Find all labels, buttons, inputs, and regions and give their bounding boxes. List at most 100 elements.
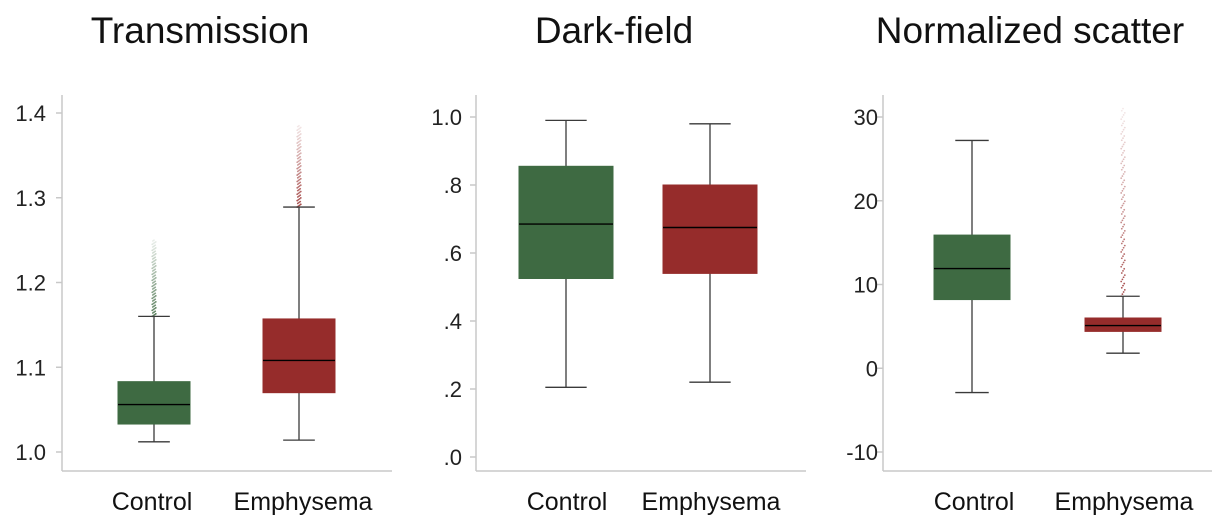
outlier-point xyxy=(153,269,155,272)
outlier-point xyxy=(1122,143,1125,146)
y-tick-label: .2 xyxy=(444,377,462,402)
outlier-point xyxy=(1121,248,1124,251)
outlier-point xyxy=(1122,276,1125,279)
outlier-point xyxy=(299,158,302,161)
outlier-point xyxy=(153,239,155,242)
outlier-point xyxy=(153,277,156,280)
outlier-point xyxy=(299,162,302,165)
y-tick-label: .6 xyxy=(444,241,462,266)
box-control xyxy=(117,239,191,443)
y-ticks: -10 0 10 20 30 xyxy=(846,105,883,465)
outlier-point xyxy=(296,138,299,141)
outlier-point xyxy=(152,248,155,251)
outlier-point xyxy=(296,135,299,138)
outlier-point xyxy=(154,280,157,283)
outlier-point xyxy=(297,147,300,150)
outlier-point xyxy=(1122,114,1125,116)
outlier-point xyxy=(151,246,154,248)
outlier-point xyxy=(296,157,299,160)
outlier-point xyxy=(1120,286,1123,289)
outlier-point xyxy=(151,267,154,270)
outlier-point xyxy=(1122,181,1124,184)
iqr-box xyxy=(262,318,336,394)
outlier-point xyxy=(1123,289,1126,291)
outlier-point xyxy=(296,151,299,154)
outlier-point xyxy=(297,128,300,131)
y-tick-label: 30 xyxy=(854,105,878,130)
x-category-label-control: Control xyxy=(112,488,193,516)
outlier-point xyxy=(1122,217,1125,220)
outlier-point xyxy=(299,194,302,197)
outlier-point xyxy=(297,141,300,144)
outlier-point xyxy=(1120,147,1123,150)
outlier-point xyxy=(297,160,300,163)
outlier-point xyxy=(151,249,154,252)
outlier-point xyxy=(152,242,155,245)
outlier-point xyxy=(1123,135,1126,137)
outlier-point xyxy=(1122,225,1124,228)
outlier-point xyxy=(1123,223,1126,226)
outlier-point xyxy=(296,125,299,128)
outlier-point xyxy=(1122,240,1124,243)
outlier-point xyxy=(154,292,157,295)
outlier-point xyxy=(299,145,302,148)
outlier-point xyxy=(153,263,155,266)
y-ticks: 1.0 1.1 1.2 1.3 1.4 xyxy=(15,101,62,465)
outlier-point xyxy=(297,166,300,169)
outlier-point xyxy=(1121,278,1124,281)
outlier-point xyxy=(1120,265,1123,268)
outlier-point xyxy=(1122,291,1125,293)
y-tick-label: .8 xyxy=(444,173,462,198)
outlier-point xyxy=(296,154,299,157)
outlier-point xyxy=(154,252,157,255)
outlier-point xyxy=(151,252,154,254)
outlier-point xyxy=(154,300,157,303)
outlier-point xyxy=(154,256,157,259)
outlier-point xyxy=(1121,175,1124,177)
outlier-point xyxy=(153,257,155,260)
outlier-point xyxy=(1121,204,1124,207)
panel-dark-field: Dark-field .0 .2 .4 .6 .8 1.0 Control Emphyse… xyxy=(431,10,806,516)
outlier-point xyxy=(154,298,157,301)
outlier-point xyxy=(1122,166,1124,169)
outlier-point xyxy=(296,167,299,170)
outlier-point xyxy=(1123,267,1126,270)
outlier-point xyxy=(1120,242,1123,245)
outlier-point xyxy=(154,268,157,271)
outlier-point xyxy=(1123,208,1126,211)
outlier-point xyxy=(1123,282,1126,285)
y-tick-label: 10 xyxy=(854,273,878,298)
outlier-point xyxy=(298,127,301,130)
outlier-point xyxy=(298,140,301,143)
outlier-point xyxy=(154,288,157,291)
iqr-box xyxy=(662,184,758,274)
x-category-label-emphysema: Emphysema xyxy=(1055,488,1194,516)
outlier-point xyxy=(1121,116,1124,118)
outlier-point xyxy=(154,304,157,307)
outlier-point xyxy=(1120,162,1123,165)
outlier-point xyxy=(1123,185,1126,188)
outlier-point xyxy=(152,266,155,269)
outlier-point xyxy=(296,161,299,164)
outlier-point xyxy=(154,306,157,309)
outlier-point xyxy=(1120,192,1123,194)
outlier-point xyxy=(299,197,302,199)
panel-transmission: Transmission 1.0 1.1 1.2 1.3 1.4 Control Emp… xyxy=(15,10,392,516)
outlier-point xyxy=(298,156,300,159)
outlier-point xyxy=(1120,272,1123,274)
iqr-box xyxy=(1084,317,1162,332)
panel-normalized-scatter: Normalized scatter -10 0 10 20 30 Control Em… xyxy=(846,10,1212,516)
x-category-label-control: Control xyxy=(527,488,608,516)
outlier-point xyxy=(1123,229,1126,232)
outlier-point xyxy=(153,241,156,244)
outlier-point xyxy=(1123,238,1126,241)
outlier-point xyxy=(1121,263,1124,266)
outlier-point xyxy=(299,203,302,206)
y-tick-label: 1.0 xyxy=(431,105,462,130)
outlier-point xyxy=(298,131,300,134)
outlier-point xyxy=(1121,293,1124,296)
outlier-point xyxy=(1120,124,1123,127)
outlier-point xyxy=(153,253,156,256)
outlier-point xyxy=(1120,177,1123,180)
outlier-point xyxy=(154,262,157,265)
